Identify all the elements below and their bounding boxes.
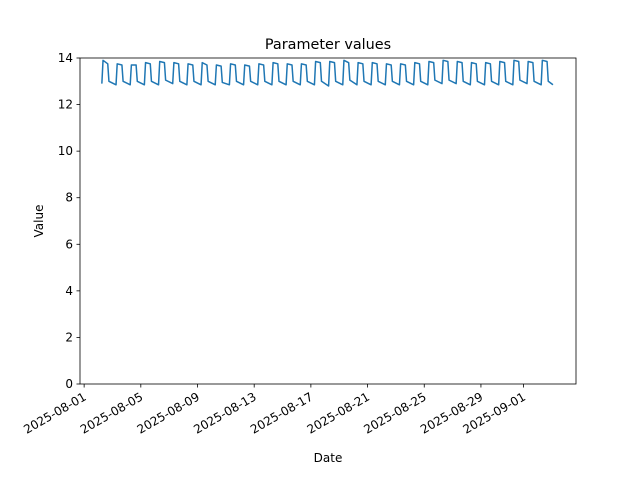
y-tick-label: 0 — [65, 377, 73, 391]
y-tick-label: 8 — [65, 191, 73, 205]
plot-frame — [79, 57, 577, 385]
y-tick-label: 14 — [58, 51, 73, 65]
chart-title: Parameter values — [265, 37, 391, 53]
y-tick-label: 4 — [65, 284, 73, 298]
y-tick-label: 6 — [65, 237, 73, 251]
y-tick-label: 12 — [58, 98, 73, 112]
y-axis-label: Value — [32, 205, 46, 238]
data-line — [101, 59, 554, 87]
x-axis-label: Date — [314, 451, 343, 465]
y-tick-label: 2 — [65, 330, 73, 344]
y-tick-label: 10 — [58, 144, 73, 158]
